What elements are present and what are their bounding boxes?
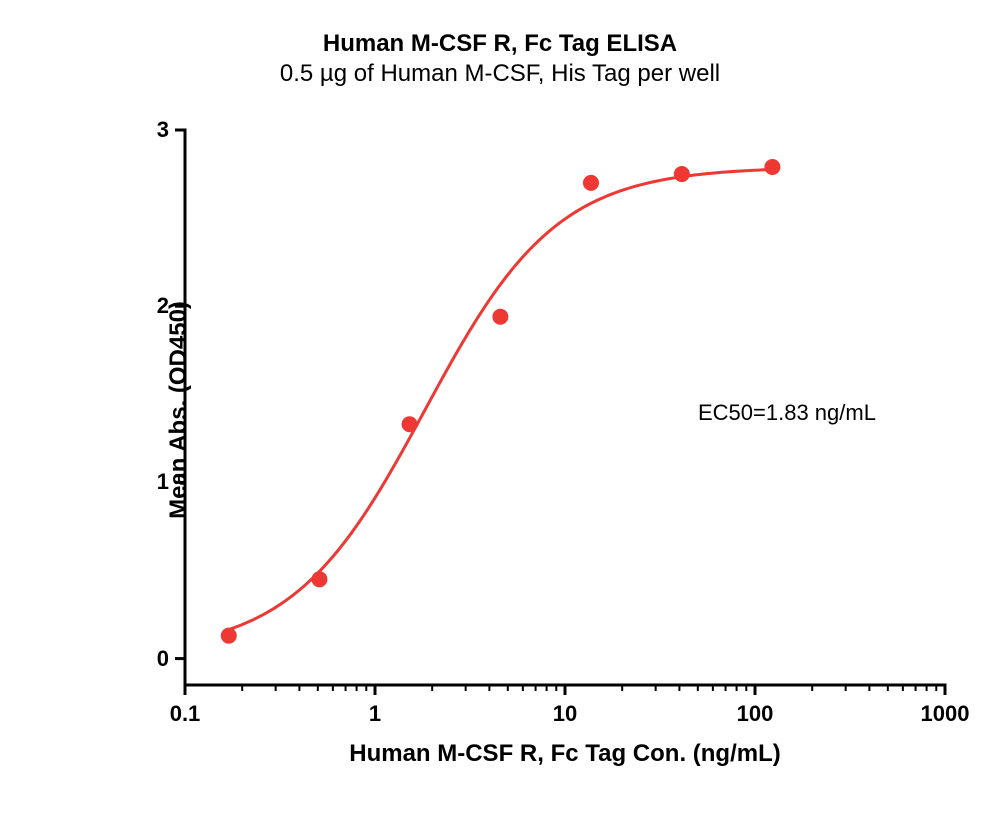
y-axis-label: Mean Abs. (OD450) xyxy=(165,301,193,519)
x-axis-label: Human M-CSF R, Fc Tag Con. (ng/mL) xyxy=(185,740,945,768)
x-tick-label: 1000 xyxy=(915,701,975,727)
ec50-annotation: EC50=1.83 ng/mL xyxy=(698,400,876,426)
y-tick-label: 0 xyxy=(157,646,169,672)
elisa-chart: Human M-CSF R, Fc Tag ELISA 0.5 µg of Hu… xyxy=(0,0,1000,839)
x-tick-label: 10 xyxy=(535,701,595,727)
y-tick-label: 2 xyxy=(157,293,169,319)
y-tick-label: 3 xyxy=(157,117,169,143)
x-tick-label: 1 xyxy=(345,701,405,727)
y-tick-label: 1 xyxy=(157,469,169,495)
x-tick-label: 0.1 xyxy=(155,701,215,727)
x-tick-label: 100 xyxy=(725,701,785,727)
